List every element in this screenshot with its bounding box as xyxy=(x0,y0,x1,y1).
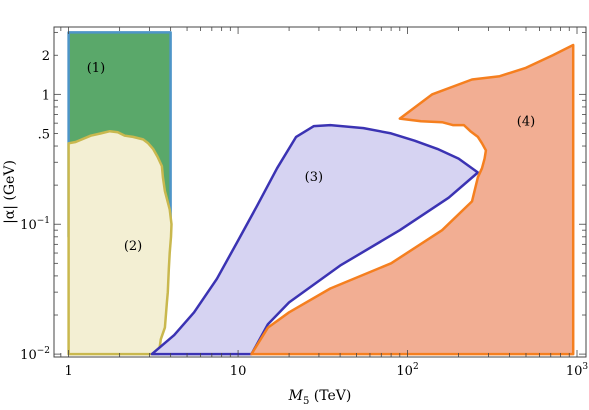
y-tick-label: 10−1 xyxy=(20,216,50,233)
axis-labels: M5 (TeV) |α| (GeV) xyxy=(2,160,351,407)
y-tick-label: .5 xyxy=(38,127,50,142)
y-axis-label: |α| (GeV) xyxy=(2,160,18,224)
x-tick-label: 1 xyxy=(64,364,72,379)
region-4-area xyxy=(250,43,575,356)
region-3-area xyxy=(150,123,480,356)
y-tick-label: 2 xyxy=(42,49,50,64)
y-tick-label: 10−2 xyxy=(20,346,50,363)
ticks-layer: 1 10 102 103 10−2 10−1 .5 1 2 xyxy=(20,27,588,379)
regions-layer: (1) (2) (3) (4) xyxy=(67,31,575,356)
x-tick-label: 10 xyxy=(230,364,247,379)
x-tick-label: 103 xyxy=(566,362,589,379)
region-4-label: (4) xyxy=(517,114,535,129)
y-tick-label: 1 xyxy=(42,88,50,103)
region-3-label: (3) xyxy=(305,170,323,185)
plot-frame xyxy=(53,26,587,358)
region-2-label: (2) xyxy=(124,239,142,254)
x-tick-label: 102 xyxy=(396,362,418,379)
x-axis-label: M5 (TeV) xyxy=(288,388,352,407)
region-1-label: (1) xyxy=(87,61,105,76)
region-2-area xyxy=(67,129,173,356)
